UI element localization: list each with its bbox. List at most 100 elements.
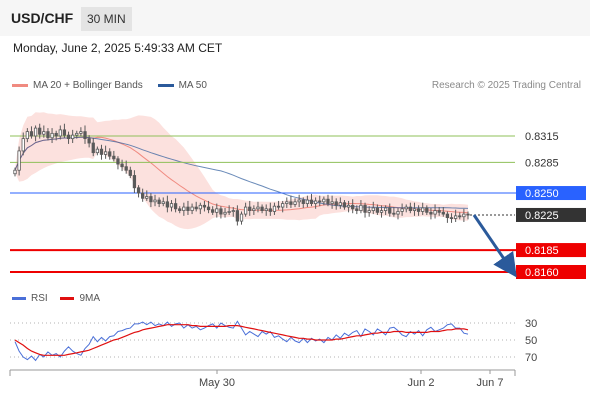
candle-body xyxy=(322,198,326,203)
rsi-line xyxy=(14,320,469,362)
candle-body xyxy=(313,200,318,204)
candle-body xyxy=(425,207,429,213)
candle-body xyxy=(190,206,194,211)
timestamp: Monday, June 2, 2025 5:49:33 AM CET xyxy=(13,41,223,55)
candle-body xyxy=(25,131,29,140)
candle-body xyxy=(359,204,363,211)
candle-body xyxy=(351,204,355,210)
candle-body xyxy=(330,201,334,204)
candle-body xyxy=(87,138,91,144)
candle-body xyxy=(355,208,359,211)
candle-body xyxy=(165,201,170,208)
credit-text: Research © 2025 Trading Central xyxy=(431,80,581,91)
top-bar: USD/CHF 30 MIN xyxy=(0,0,590,36)
rsi-swatch xyxy=(12,296,26,300)
candle-body xyxy=(243,206,248,215)
x-axis-label: Jun 7 xyxy=(477,377,504,389)
candle-body xyxy=(272,205,277,212)
level-0-8225-label: 0.8225 xyxy=(525,210,559,222)
candle-body xyxy=(466,213,470,216)
candle-body xyxy=(301,199,305,204)
candle-body xyxy=(379,210,384,213)
candle-body xyxy=(215,208,219,213)
rsi-ma-line xyxy=(14,324,469,356)
candle-body xyxy=(219,208,223,215)
candle-body xyxy=(83,131,87,140)
candle-body xyxy=(141,192,145,199)
candle-body xyxy=(248,206,252,211)
interval-button[interactable]: 30 MIN xyxy=(81,7,132,31)
candle-body xyxy=(289,201,293,205)
candle-body xyxy=(223,211,227,215)
candle-body xyxy=(161,201,165,204)
bollinger-band xyxy=(15,112,468,230)
candle-body xyxy=(75,132,79,136)
candle-body xyxy=(281,203,285,208)
candle-body xyxy=(412,208,417,211)
candle-body xyxy=(42,131,46,135)
candle-body xyxy=(346,204,351,208)
candle-body xyxy=(91,142,95,154)
candle-body xyxy=(252,208,256,211)
candle-body xyxy=(367,210,371,213)
candle-body xyxy=(136,187,141,194)
candle-body xyxy=(182,206,186,211)
candle-body xyxy=(194,206,198,210)
candle-body xyxy=(173,203,178,210)
x-axis-label: Jun 2 xyxy=(408,377,435,389)
candle-body xyxy=(268,208,272,212)
candle-body xyxy=(33,127,38,137)
ma50-legend-label: MA 50 xyxy=(178,80,207,91)
ma20-legend-label: MA 20 + Bollinger Bands xyxy=(33,80,143,91)
candle-body xyxy=(305,199,310,204)
candle-body xyxy=(342,202,347,208)
candle-body xyxy=(326,198,330,204)
candle-body xyxy=(396,211,400,215)
candle-body xyxy=(132,175,137,189)
candle-body xyxy=(13,169,17,175)
level-0-8160-label: 0.8160 xyxy=(525,267,559,279)
rsi-legend: RSI 9MA xyxy=(12,293,100,304)
candle-body xyxy=(71,134,75,140)
candle-body xyxy=(235,210,240,222)
candle-body xyxy=(124,166,128,171)
x-axis-label: May 30 xyxy=(199,377,235,389)
level-0-8225-tag xyxy=(516,207,586,222)
candle-body xyxy=(392,212,396,215)
candle-body xyxy=(145,196,149,199)
candle-body xyxy=(153,199,157,203)
candle-body xyxy=(408,206,412,211)
candle-body xyxy=(334,201,338,206)
candle-body xyxy=(186,206,190,211)
candle-body xyxy=(318,200,322,203)
candle-body xyxy=(38,127,42,135)
candle-body xyxy=(338,202,342,206)
candle-body xyxy=(416,208,421,212)
candle-body xyxy=(449,217,454,220)
level-0-8315-label: 0.8315 xyxy=(525,131,559,143)
candle-body xyxy=(198,204,202,210)
forecast-arrow xyxy=(472,214,517,278)
candle-body xyxy=(103,151,108,155)
chart-legend: MA 20 + Bollinger Bands MA 50 xyxy=(12,80,207,91)
candle-body xyxy=(433,210,437,215)
candle-body xyxy=(54,132,58,137)
candle-body xyxy=(66,134,71,140)
candle-body xyxy=(309,199,314,204)
level-0-8160-tag xyxy=(516,265,586,279)
candle-body xyxy=(400,208,404,212)
candle-body xyxy=(120,163,124,168)
candle-body xyxy=(227,211,231,213)
candle-body xyxy=(285,201,289,204)
candle-body xyxy=(178,208,182,211)
candle-body xyxy=(116,158,120,165)
candle-body xyxy=(99,148,104,155)
candle-body xyxy=(95,148,99,154)
candle-body xyxy=(112,155,116,160)
candle-body xyxy=(46,131,50,139)
candle-body xyxy=(260,206,264,211)
candle-body xyxy=(50,132,54,139)
candle-body xyxy=(264,208,268,211)
candle-body xyxy=(62,129,67,136)
